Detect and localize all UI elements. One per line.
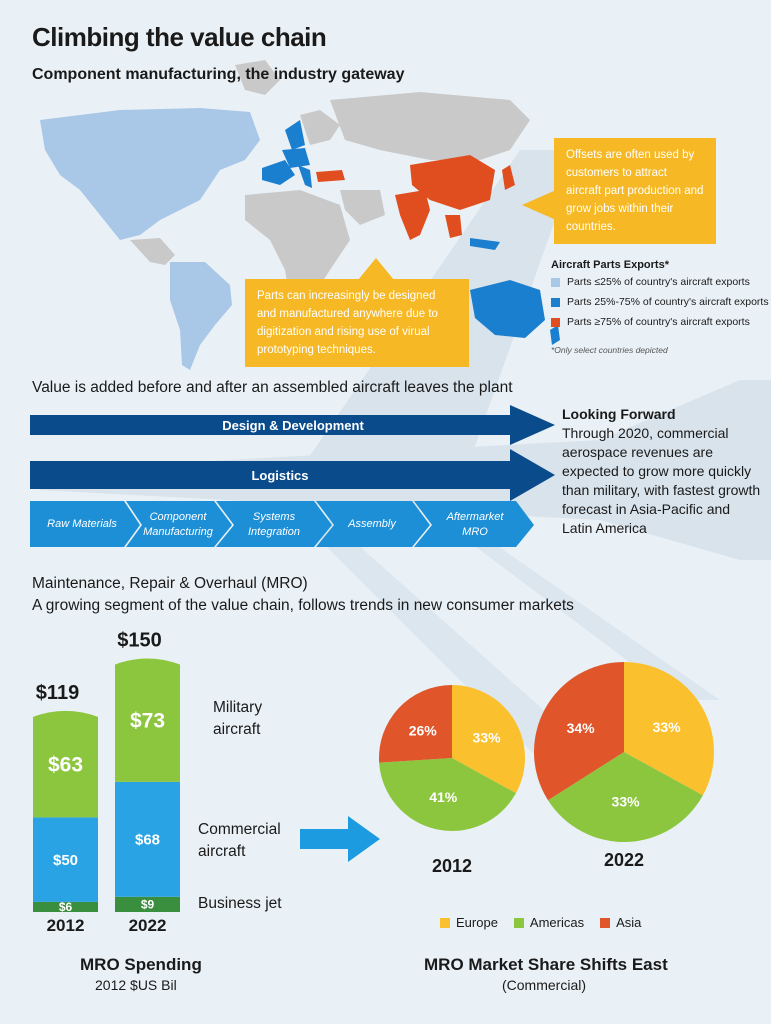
stage-label: Aftermarket MRO — [446, 511, 505, 538]
value-chain-heading: Value is added before and after an assem… — [32, 379, 513, 396]
pie-legend-item: Asia — [600, 915, 641, 930]
offsets-callout-text: Offsets are often used by customers to a… — [566, 149, 704, 233]
stage-aftermarket-mro — [414, 501, 534, 547]
bar-value-label: $50 — [53, 852, 78, 869]
bar-value-label: $6 — [59, 900, 73, 914]
share-chart-title: MRO Market Share Shifts East — [424, 955, 668, 974]
mro-title: Maintenance, Repair & Overhaul (MRO) — [32, 575, 308, 592]
legend-swatch-low — [551, 277, 560, 287]
map-legend-item: Parts ≤25% of country's aircraft exports — [551, 276, 769, 288]
stage-label: Component Manufacturing — [143, 511, 214, 538]
legend-swatch-mid — [551, 297, 560, 307]
bar-segment — [33, 710, 98, 818]
design-callout-text: Parts can increasingly be designed and m… — [257, 290, 438, 356]
stage-raw-materials — [30, 501, 140, 547]
pie-slice-label: 33% — [653, 719, 682, 735]
looking-forward: Looking Forward Through 2020, commercial… — [562, 405, 762, 538]
offsets-callout: Offsets are often used by customers to a… — [554, 138, 716, 244]
pie-year-label: 2022 — [604, 850, 644, 870]
stage-systems-integration — [216, 501, 332, 547]
pie-slice-label: 33% — [612, 793, 641, 809]
map-legend-label: Parts ≥75% of country's aircraft exports — [567, 316, 750, 328]
pie-legend-swatch-asia — [600, 917, 611, 928]
bar-value-label: $63 — [48, 753, 83, 776]
logistics-arrow — [30, 449, 555, 501]
stage-label: Assembly — [347, 518, 397, 530]
map-legend-title: Aircraft Parts Exports* — [551, 259, 669, 271]
legend-swatch-high — [551, 317, 560, 327]
pie-slice-label: 41% — [429, 789, 458, 805]
pie-slice — [534, 662, 624, 801]
pie-legend: Europe Americas Asia — [440, 915, 641, 930]
bar-value-label: $68 — [135, 832, 160, 849]
map-legend-note: *Only select countries depicted — [551, 345, 668, 355]
world-map — [40, 60, 560, 370]
stage-component-manufacturing — [126, 501, 232, 547]
pie-legend-label: Americas — [529, 915, 585, 930]
stage-label: Systems Integration — [248, 511, 300, 538]
map-legend-item: Parts 25%-75% of country's aircraft expo… — [551, 296, 769, 308]
pie-slice-label: 26% — [409, 723, 438, 739]
stage-chevrons — [30, 501, 534, 547]
looking-forward-text: Through 2020, commercial aerospace reven… — [562, 425, 761, 536]
value-chain-diagram: Design & Development Logistics Raw Mater… — [30, 405, 555, 547]
bar-category-label: 2022 — [129, 916, 167, 935]
bar-segment — [115, 896, 180, 912]
page-title: Climbing the value chain — [32, 22, 327, 52]
pie-legend-swatch-americas — [513, 917, 524, 928]
stage-label: Raw Materials — [47, 518, 117, 530]
right-arrow-icon — [300, 816, 380, 862]
series-label-business-jet: Business jet — [198, 895, 282, 912]
map-legend-label: Parts 25%-75% of country's aircraft expo… — [567, 296, 769, 308]
design-arrow-label: Design & Development — [222, 418, 364, 433]
mro-subtitle: A growing segment of the value chain, fo… — [32, 597, 574, 614]
bar-category-label: 2012 — [47, 916, 85, 935]
design-arrow — [30, 405, 555, 445]
pie-slice-label: 34% — [567, 720, 596, 736]
map-legend-label: Parts ≤25% of country's aircraft exports — [567, 276, 750, 288]
series-label-commercial: Commercial aircraft — [198, 821, 281, 860]
looking-forward-heading: Looking Forward — [562, 406, 676, 422]
pie-slice — [548, 752, 703, 843]
pie-legend-item: Europe — [440, 915, 498, 930]
design-callout: Parts can increasingly be designed and m… — [245, 279, 469, 367]
bar-value-label: $9 — [141, 898, 155, 912]
bar-segment — [115, 658, 180, 782]
page-subtitle: Component manufacturing, the industry ga… — [32, 66, 405, 83]
pie-slice — [379, 758, 516, 831]
pie-legend-swatch-europe — [440, 917, 450, 928]
bar-value-label: $73 — [130, 710, 165, 733]
pie-slice — [452, 685, 525, 794]
pie-legend-label: Europe — [456, 915, 498, 930]
bar-total-label: $150 — [117, 630, 162, 652]
map-legend: Parts ≤25% of country's aircraft exports… — [551, 276, 769, 328]
pie-slice — [624, 662, 714, 796]
pie-legend-item: Americas — [513, 915, 585, 930]
bar-segment — [33, 817, 98, 902]
pie-year-label: 2012 — [432, 856, 472, 876]
bar-total-label: $119 — [36, 682, 79, 704]
spending-chart-title: MRO Spending — [80, 955, 202, 974]
stage-assembly — [316, 501, 430, 547]
spending-chart-subtitle: 2012 $US Bil — [95, 977, 177, 993]
logistics-arrow-label: Logistics — [251, 468, 308, 483]
mro-share-pies: 33% 41% 26% 2012 33% 33% 34% 2022 — [379, 662, 714, 876]
share-chart-subtitle: (Commercial) — [502, 977, 586, 993]
pie-legend-label: Asia — [616, 915, 642, 930]
bar-segment — [33, 901, 98, 912]
pie-slice-label: 33% — [473, 730, 502, 746]
pie-slice — [379, 685, 452, 763]
map-legend-item: Parts ≥75% of country's aircraft exports — [551, 316, 769, 328]
mro-spending-chart: $6 $50 $63 $119 2012 $9 $68 $73 $150 2022 — [33, 630, 180, 935]
series-label-military: Military aircraft — [213, 699, 263, 738]
offsets-callout-pointer — [522, 190, 556, 220]
bar-segment — [115, 781, 180, 897]
design-callout-pointer — [358, 258, 394, 280]
